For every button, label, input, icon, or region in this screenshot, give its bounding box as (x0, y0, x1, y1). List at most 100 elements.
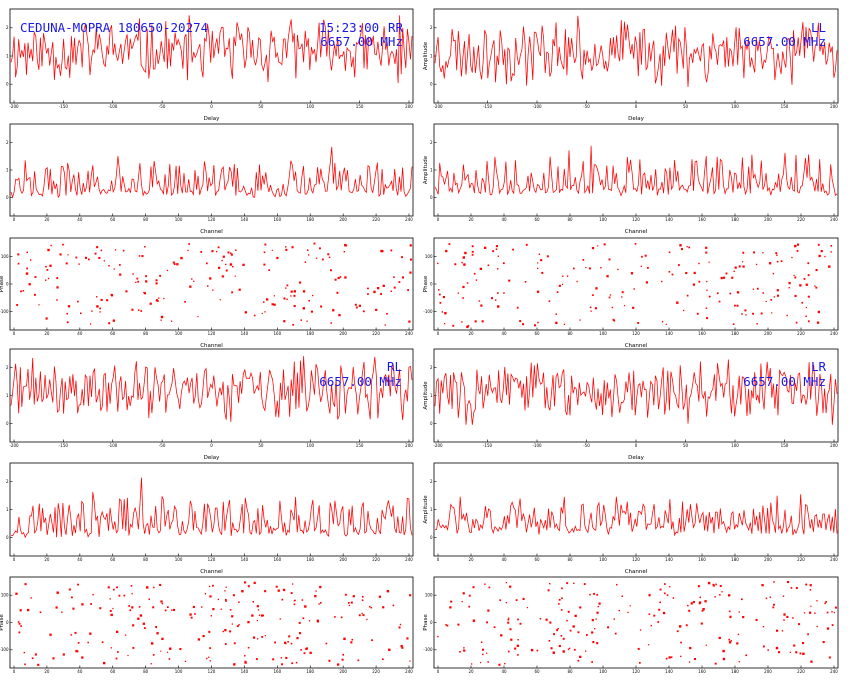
x-tick-label: -150 (483, 443, 493, 448)
phase-point (244, 311, 247, 314)
x-tick-label: 80 (567, 331, 573, 336)
phase-point (290, 295, 292, 297)
phase-point (825, 601, 827, 603)
phase-point (666, 594, 669, 596)
phase-point (144, 246, 146, 248)
phase-point (793, 644, 796, 647)
phase-point (689, 646, 692, 650)
phase-point (268, 269, 270, 271)
phase-point (698, 601, 702, 604)
phase-point (220, 608, 222, 610)
phase-point (275, 585, 278, 588)
phase-point (525, 243, 528, 246)
y-tick-label: 100 (425, 254, 433, 259)
phase-point (263, 251, 266, 254)
y-tick-label: 2 (430, 25, 433, 30)
x-tick-label: 60 (534, 557, 540, 562)
phase-point (596, 611, 599, 614)
phase-point (700, 622, 703, 625)
phase-point (304, 261, 307, 263)
phase-point (786, 314, 788, 317)
baseline-title: CEDUNA-MOPRA 180650-20274 (20, 20, 208, 35)
phase-point (650, 624, 652, 627)
phase-point (672, 597, 675, 599)
phase-point (87, 641, 89, 644)
phase-point (303, 652, 306, 655)
phase-point (683, 309, 685, 312)
panel-rr-phase: 0 20 40 60 80 100 120 140 160 180 200 220 240 100 0 -10… (0, 237, 414, 349)
phase-point (536, 649, 539, 652)
phase-point (216, 251, 218, 253)
phase-point (798, 623, 801, 626)
phase-point (47, 277, 50, 280)
x-tick-label: 180 (731, 217, 739, 222)
phase-point (648, 595, 651, 597)
phase-point (614, 632, 617, 635)
y-axis-title: Amplitude (423, 41, 429, 70)
phase-point (129, 609, 132, 612)
phase-point (322, 258, 324, 261)
phase-point (480, 641, 483, 643)
phase-point (130, 585, 133, 587)
x-tick-label: 160 (698, 557, 706, 562)
phase-point (337, 663, 340, 666)
phase-point (540, 259, 543, 262)
phase-point (437, 262, 439, 265)
phase-point (406, 637, 409, 640)
phase-point (814, 612, 816, 614)
phase-point (548, 640, 551, 642)
phase-point (548, 300, 551, 302)
phase-point (712, 584, 715, 587)
x-tick-label: 50 (683, 104, 689, 109)
phase-point (765, 300, 767, 303)
x-tick-label: 80 (567, 669, 573, 674)
phase-point (661, 280, 663, 283)
phase-point (125, 634, 127, 636)
phase-point (16, 304, 19, 306)
y-tick-label: 1 (430, 507, 433, 512)
phase-point (24, 583, 27, 586)
phase-point (634, 243, 637, 245)
phase-point (705, 251, 708, 254)
phase-point (393, 286, 396, 289)
y-tick-label: 1 (430, 167, 433, 172)
phase-point (242, 263, 245, 266)
phase-point (686, 294, 689, 297)
phase-point (563, 323, 566, 325)
x-tick-label: 160 (698, 217, 706, 222)
phase-point (197, 316, 199, 318)
phase-point (26, 267, 28, 270)
phase-point (778, 651, 781, 654)
phase-point (566, 582, 569, 585)
phase-point (256, 619, 258, 622)
phase-point (497, 305, 500, 308)
y-tick-label: 0 (430, 82, 433, 87)
x-tick-label: 100 (175, 669, 183, 674)
phase-point (350, 641, 353, 644)
phase-point (290, 290, 293, 293)
phase-point (209, 660, 211, 662)
phase-point (817, 243, 820, 246)
x-tick-label: 100 (599, 669, 607, 674)
phase-point (56, 277, 59, 279)
phase-point (741, 598, 743, 601)
phase-point (668, 251, 671, 254)
phase-point (680, 655, 682, 658)
phase-point (595, 287, 598, 290)
phase-point (96, 246, 99, 249)
phase-point (338, 314, 341, 317)
phase-point (272, 658, 275, 661)
phase-point (281, 598, 284, 601)
x-tick-label: 200 (764, 557, 772, 562)
phase-point (71, 596, 73, 599)
phase-point (574, 614, 577, 617)
phase-point (388, 648, 391, 651)
phase-point (462, 297, 464, 299)
phase-point (256, 605, 259, 608)
phase-point (163, 297, 165, 300)
phase-point (319, 585, 322, 589)
phase-point (505, 602, 507, 604)
x-tick-label: 150 (356, 104, 364, 109)
phase-point (264, 243, 267, 246)
phase-point (781, 630, 784, 632)
